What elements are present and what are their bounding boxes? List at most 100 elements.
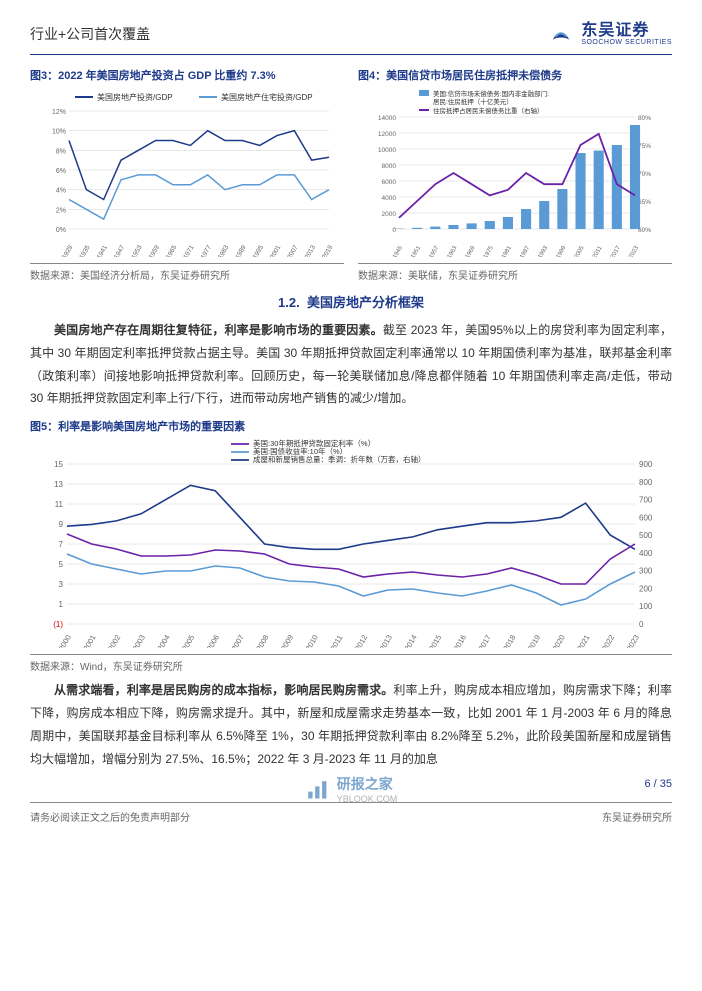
svg-text:美国房地产住宅投资/GDP: 美国房地产住宅投资/GDP: [221, 92, 313, 102]
svg-text:1929: 1929: [61, 244, 74, 257]
svg-text:2020: 2020: [551, 633, 567, 648]
svg-text:2%: 2%: [56, 207, 66, 214]
svg-text:10%: 10%: [52, 129, 66, 136]
section-title: 1.2. 美国房地产分析框架: [30, 292, 672, 311]
svg-text:400: 400: [639, 549, 653, 558]
svg-text:1975: 1975: [483, 245, 495, 257]
svg-text:2012: 2012: [353, 633, 369, 648]
svg-text:0: 0: [639, 620, 644, 629]
svg-text:2013: 2013: [378, 633, 394, 648]
svg-text:1935: 1935: [78, 244, 91, 257]
svg-text:1959: 1959: [148, 244, 161, 257]
logo-icon: [547, 20, 575, 48]
chart3-source: 数据来源：美国经济分析局，东吴证券研究所: [30, 263, 344, 282]
svg-text:2002: 2002: [106, 633, 122, 648]
svg-text:10000: 10000: [378, 147, 396, 154]
svg-text:0%: 0%: [56, 227, 66, 234]
svg-text:2009: 2009: [279, 633, 295, 648]
svg-text:14000: 14000: [378, 115, 396, 122]
svg-text:11: 11: [55, 500, 64, 509]
svg-text:7: 7: [59, 540, 64, 549]
paragraph-1: 美国房地产存在周期往复特征，利率是影响市场的重要因素。截至 2023 年，美国9…: [30, 319, 672, 410]
page-number: 6 / 35: [644, 778, 672, 790]
svg-text:2022: 2022: [600, 633, 616, 648]
svg-text:12000: 12000: [378, 131, 396, 138]
svg-text:1989: 1989: [234, 244, 247, 257]
brand-cn: 东吴证券: [581, 23, 672, 39]
svg-text:2021: 2021: [575, 633, 591, 648]
svg-text:2007: 2007: [230, 633, 246, 648]
brand-logo: 东吴证券 SOOCHOW SECURITIES: [547, 20, 672, 48]
chart5-svg: 美国:30年期抵押贷款固定利率（%）美国:国债收益率:10年（%）成屋和新屋销售…: [30, 438, 672, 648]
svg-text:2007: 2007: [286, 244, 299, 257]
svg-text:1947: 1947: [113, 244, 126, 257]
chart-5: 图5：利率是影响美国房地产市场的重要因素 美国:30年期抵押贷款固定利率（%）美…: [30, 418, 672, 673]
svg-text:900: 900: [639, 460, 653, 469]
svg-text:1: 1: [59, 600, 64, 609]
chart-4: 图4：美国信贷市场居民住房抵押未偿债务 美国:信贷市场未偿债务:国内非金融部门:…: [358, 67, 672, 282]
disclaimer: 请务必阅读正文之后的免责声明部分: [30, 809, 190, 824]
svg-text:2013: 2013: [304, 244, 317, 257]
svg-text:1999: 1999: [556, 245, 568, 257]
page-header: 行业+公司首次覆盖 东吴证券 SOOCHOW SECURITIES: [30, 20, 672, 55]
svg-text:200: 200: [639, 585, 653, 594]
svg-text:2017: 2017: [477, 633, 493, 648]
svg-text:1993: 1993: [537, 245, 549, 257]
svg-text:13: 13: [54, 480, 63, 489]
svg-text:2010: 2010: [304, 633, 320, 648]
svg-text:1963: 1963: [447, 245, 459, 257]
svg-text:1953: 1953: [130, 244, 143, 257]
org-name: 东吴证券研究所: [602, 809, 672, 824]
chart5-title: 图5：利率是影响美国房地产市场的重要因素: [30, 418, 672, 434]
svg-text:1995: 1995: [252, 244, 265, 257]
svg-text:700: 700: [639, 496, 653, 505]
svg-text:5: 5: [59, 560, 64, 569]
svg-text:1969: 1969: [465, 245, 477, 257]
chart5-source: 数据来源：Wind，东吴证券研究所: [30, 654, 672, 673]
svg-text:2023: 2023: [628, 245, 640, 257]
svg-text:2014: 2014: [403, 633, 419, 648]
svg-text:1941: 1941: [96, 244, 109, 257]
svg-text:1971: 1971: [182, 244, 195, 257]
svg-text:2003: 2003: [131, 633, 147, 648]
svg-text:6000: 6000: [382, 179, 397, 186]
svg-text:成屋和新屋销售总量：季调：折年数（万套，右轴）: 成屋和新屋销售总量：季调：折年数（万套，右轴）: [253, 454, 426, 464]
svg-text:1983: 1983: [217, 244, 230, 257]
svg-text:8000: 8000: [382, 163, 397, 170]
svg-text:600: 600: [639, 514, 653, 523]
svg-text:2006: 2006: [205, 633, 221, 648]
svg-text:2005: 2005: [574, 245, 586, 257]
svg-text:2015: 2015: [427, 633, 443, 648]
svg-text:2005: 2005: [180, 633, 196, 648]
svg-text:2000: 2000: [382, 211, 397, 218]
chart3-svg: 美国房地产投资/GDP美国房地产住宅投资/GDP0%2%4%6%8%10%12%…: [30, 87, 344, 257]
header-title: 行业+公司首次覆盖: [30, 24, 150, 44]
svg-text:800: 800: [639, 478, 653, 487]
chart4-source: 数据来源：美联储，东吴证券研究所: [358, 263, 672, 282]
svg-text:2023: 2023: [625, 633, 641, 648]
chart-3: 图3：2022 年美国房地产投资占 GDP 比重约 7.3% 美国房地产投资/G…: [30, 67, 344, 282]
svg-text:居民:住房抵押（十亿美元）: 居民:住房抵押（十亿美元）: [433, 97, 513, 106]
svg-text:1977: 1977: [200, 244, 213, 257]
svg-text:100: 100: [639, 602, 653, 611]
svg-text:300: 300: [639, 567, 653, 576]
svg-text:1957: 1957: [429, 245, 441, 257]
svg-text:2011: 2011: [592, 245, 604, 257]
svg-text:2017: 2017: [610, 245, 622, 257]
svg-text:2018: 2018: [501, 633, 517, 648]
svg-text:2000: 2000: [57, 633, 73, 648]
chart3-title: 图3：2022 年美国房地产投资占 GDP 比重约 7.3%: [30, 67, 344, 83]
page-footer: 请务必阅读正文之后的免责声明部分 东吴证券研究所: [30, 802, 672, 824]
svg-text:2011: 2011: [329, 634, 345, 648]
svg-text:2016: 2016: [452, 633, 468, 648]
svg-text:1965: 1965: [165, 244, 178, 257]
svg-text:3: 3: [59, 580, 64, 589]
svg-text:2001: 2001: [269, 244, 282, 257]
svg-text:0: 0: [392, 227, 396, 234]
svg-text:1951: 1951: [410, 245, 422, 257]
brand-en: SOOCHOW SECURITIES: [581, 39, 672, 46]
svg-text:1945: 1945: [392, 245, 404, 257]
svg-text:4000: 4000: [382, 195, 397, 202]
svg-text:80%: 80%: [638, 115, 651, 122]
svg-text:住房抵押占居民未偿债务比重（右轴）: 住房抵押占居民未偿债务比重（右轴）: [433, 106, 544, 115]
